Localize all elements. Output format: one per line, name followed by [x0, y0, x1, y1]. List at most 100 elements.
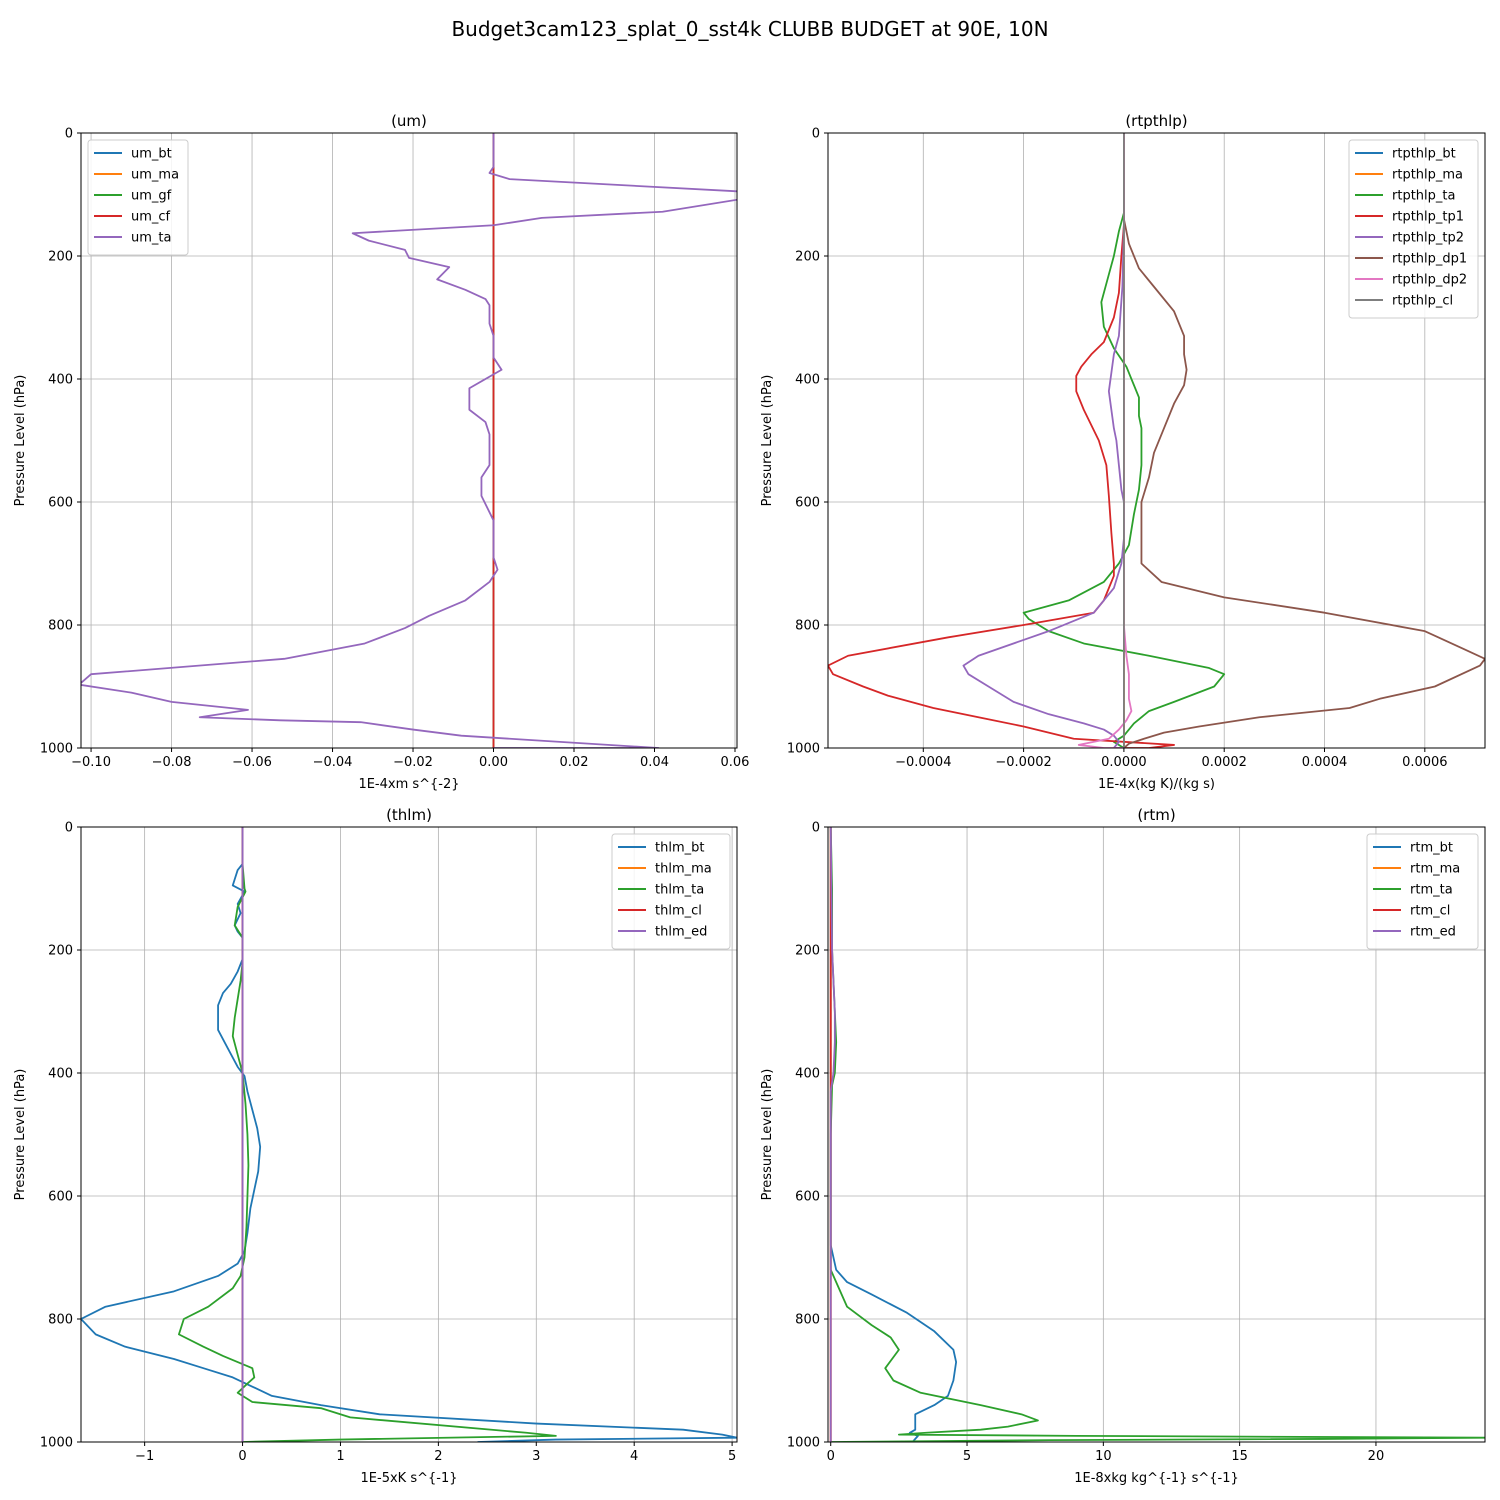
x-tick-label: −0.08 — [152, 755, 192, 770]
chart-panel: −0.0004 −0.0002 0.0000 0.0002 0.0004 0.0006 0 2… — [760, 112, 1486, 792]
legend-label: rtpthlp_ta — [1392, 189, 1455, 204]
plot-frame — [827, 132, 1486, 749]
legend-label: thlm_bt — [655, 841, 704, 856]
legend-box — [611, 833, 731, 950]
series-line-rtm_ed — [829, 827, 836, 1442]
panel-title: (rtm) — [1137, 806, 1175, 824]
legend-label: rtm_ma — [1410, 862, 1460, 877]
series-group — [829, 827, 1485, 1442]
series-line-rtm_bt — [829, 827, 958, 1442]
y-tick-label: 0 — [65, 127, 73, 142]
series-line-rtpthlp_tp1 — [828, 133, 1175, 748]
legend: um_bt um_ma um_gf um_cf um_ta — [87, 139, 189, 256]
series-line-rtpthlp_dp1 — [1123, 133, 1485, 748]
y-tick-label: 800 — [795, 619, 820, 634]
legend-label: rtm_cl — [1410, 904, 1450, 919]
series-line-thlm_ta — [178, 827, 557, 1442]
legend-label: thlm_ed — [655, 925, 707, 940]
legend-label: um_cf — [131, 210, 171, 225]
legend-label: rtm_bt — [1410, 841, 1453, 856]
y-tick-label: 600 — [48, 1190, 73, 1205]
legend-label: rtpthlp_tp1 — [1392, 210, 1464, 225]
series-line-rtpthlp_dp2 — [1077, 133, 1133, 748]
x-tick-label: 2 — [434, 1449, 442, 1464]
legend-label: rtpthlp_bt — [1392, 147, 1456, 162]
y-axis-label: Pressure Level (hPa) — [760, 1069, 775, 1201]
y-tick-label: 0 — [65, 821, 73, 836]
legend-label: rtpthlp_tp2 — [1392, 231, 1464, 246]
y-tick-label: 800 — [48, 1313, 73, 1328]
chart-panel: −1 0 1 2 3 4 5 0 200 400 600 800 1000 (thlm) 1E-5xK s^… — [13, 806, 738, 1486]
y-tick-label: 200 — [795, 250, 820, 265]
x-tick-label: 5 — [728, 1449, 736, 1464]
y-tick-label: 800 — [48, 619, 73, 634]
legend-label: rtm_ed — [1410, 925, 1456, 940]
legend-label: rtpthlp_ma — [1392, 168, 1463, 183]
legend-label: um_bt — [131, 147, 172, 162]
x-tick-label: 5 — [963, 1449, 971, 1464]
x-tick-label: 0.02 — [560, 755, 589, 770]
x-tick-label: 0.04 — [640, 755, 669, 770]
y-tick-label: 400 — [795, 373, 820, 388]
y-tick-label: 1000 — [787, 1436, 820, 1451]
legend-label: rtm_ta — [1410, 883, 1453, 898]
x-tick-label: 4 — [630, 1449, 638, 1464]
y-tick-label: 200 — [48, 250, 73, 265]
plot-frame — [80, 132, 738, 749]
y-axis-label: Pressure Level (hPa) — [13, 375, 28, 507]
y-axis-label: Pressure Level (hPa) — [13, 1069, 28, 1201]
y-axis-label: Pressure Level (hPa) — [760, 375, 775, 507]
legend: thlm_bt thlm_ma thlm_ta thlm_cl thlm_ed — [611, 833, 731, 950]
y-tick-label: 1000 — [40, 742, 73, 757]
x-axis-label: 1E-5xK s^{-1} — [361, 1471, 458, 1486]
x-tick-label: 0.00 — [479, 755, 508, 770]
figure-title: Budget3cam123_splat_0_sst4k CLUBB BUDGET… — [451, 17, 1048, 41]
legend-label: rtpthlp_cl — [1392, 294, 1453, 309]
legend-label: thlm_ma — [655, 862, 712, 877]
chart-panel: −0.10 −0.08 −0.06 −0.04 −0.02 0.00 0.02 0.04 0.0… — [13, 112, 749, 792]
y-tick-label: 1000 — [40, 1436, 73, 1451]
x-tick-label: −0.04 — [313, 755, 353, 770]
x-tick-label: 0.0002 — [1201, 755, 1247, 770]
y-tick-label: 400 — [795, 1067, 820, 1082]
y-tick-label: 600 — [795, 1190, 820, 1205]
y-tick-label: 200 — [795, 944, 820, 959]
legend-box — [1366, 833, 1479, 950]
x-tick-label: 0 — [827, 1449, 835, 1464]
panel-title: (um) — [391, 112, 427, 130]
panel-title: (rtpthlp) — [1125, 112, 1187, 130]
legend-label: thlm_ta — [655, 883, 704, 898]
series-group — [81, 827, 737, 1442]
legend: rtpthlp_bt rtpthlp_ma rtpthlp_ta rtpthlp_tp… — [1348, 139, 1479, 319]
x-tick-label: 10 — [1095, 1449, 1112, 1464]
y-tick-label: 400 — [48, 1067, 73, 1082]
legend-label: thlm_cl — [655, 904, 702, 919]
x-axis-label: 1E-8xkg kg^{-1} s^{-1} — [1074, 1471, 1239, 1486]
legend-label: um_ta — [131, 231, 171, 246]
legend-box — [87, 139, 189, 256]
x-tick-label: 0.0006 — [1402, 755, 1448, 770]
legend-box — [1348, 139, 1479, 319]
x-tick-label: 1 — [336, 1449, 344, 1464]
series-group — [828, 133, 1485, 748]
legend-label: rtpthlp_dp1 — [1392, 252, 1467, 267]
y-tick-label: 0 — [812, 127, 820, 142]
panel-title: (thlm) — [386, 806, 432, 824]
x-tick-label: 0.0004 — [1302, 755, 1348, 770]
plot-frame — [80, 826, 738, 1443]
series-line-um_ta — [81, 133, 737, 748]
y-tick-label: 200 — [48, 944, 73, 959]
series-group — [81, 133, 737, 748]
legend: rtm_bt rtm_ma rtm_ta rtm_cl rtm_ed — [1366, 833, 1479, 950]
y-tick-label: 1000 — [787, 742, 820, 757]
legend-label: rtpthlp_dp2 — [1392, 273, 1467, 288]
y-tick-label: 400 — [48, 373, 73, 388]
x-tick-label: −0.0004 — [895, 755, 951, 770]
x-axis-label: 1E-4xm s^{-2} — [358, 777, 459, 792]
y-tick-label: 600 — [795, 496, 820, 511]
series-line-rtm_ta — [829, 827, 1485, 1442]
x-axis-label: 1E-4x(kg K)/(kg s) — [1098, 777, 1215, 792]
x-tick-label: 3 — [532, 1449, 540, 1464]
x-tick-label: −0.02 — [393, 755, 433, 770]
